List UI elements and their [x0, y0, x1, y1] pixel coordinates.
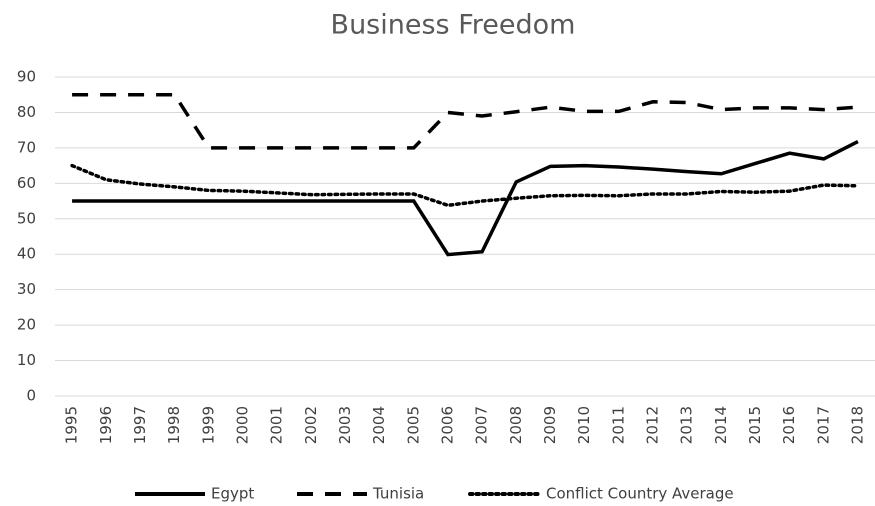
y-tick-label: 90 [17, 68, 36, 86]
x-tick-label: 1999 [199, 406, 217, 444]
x-tick-label: 2002 [302, 406, 320, 444]
line-0 [72, 139, 859, 257]
legend-label: Conflict Country Average [546, 485, 734, 503]
x-tick-label: 2014 [712, 406, 730, 444]
x-tick-label: 2009 [541, 406, 559, 444]
x-tick-label: 2018 [848, 406, 866, 444]
y-tick-label: 70 [17, 138, 36, 156]
line-2 [70, 163, 860, 208]
y-tick-label: 40 [17, 245, 36, 263]
x-tick-label: 2007 [473, 406, 491, 444]
chart-title: Business Freedom [331, 10, 576, 41]
x-tick-label: 1995 [63, 406, 81, 444]
legend-label: Egypt [211, 485, 254, 503]
x-tick-label: 2016 [780, 406, 798, 444]
x-tick-label: 2010 [575, 406, 593, 444]
y-tick-label: 60 [17, 174, 36, 192]
line-1 [72, 92, 859, 150]
x-tick-label: 1998 [165, 406, 183, 444]
x-tick-label: 2011 [609, 406, 627, 444]
x-tick-label: 1996 [97, 406, 115, 444]
x-tick-label: 2003 [336, 406, 354, 444]
x-tick-label: 2013 [678, 406, 696, 444]
y-tick-label: 10 [17, 351, 36, 369]
legend-label: Tunisia [372, 485, 424, 503]
y-tick-label: 50 [17, 209, 36, 227]
x-tick-label: 2005 [404, 406, 422, 444]
x-tick-label: 2004 [370, 406, 388, 444]
y-tick-label: 80 [17, 103, 36, 121]
x-tick-label: 2017 [814, 406, 832, 444]
y-tick-label: 20 [17, 316, 36, 334]
x-tick-label: 2008 [507, 406, 525, 444]
x-tick-label: 1997 [131, 406, 149, 444]
x-tick-label: 2001 [268, 406, 286, 444]
x-tick-label: 2006 [438, 406, 456, 444]
x-tick-label: 2012 [643, 406, 661, 444]
y-tick-label: 30 [17, 280, 36, 298]
x-tick-label: 2015 [746, 406, 764, 444]
x-tick-label: 2000 [233, 406, 251, 444]
y-tick-label: 0 [26, 387, 36, 405]
